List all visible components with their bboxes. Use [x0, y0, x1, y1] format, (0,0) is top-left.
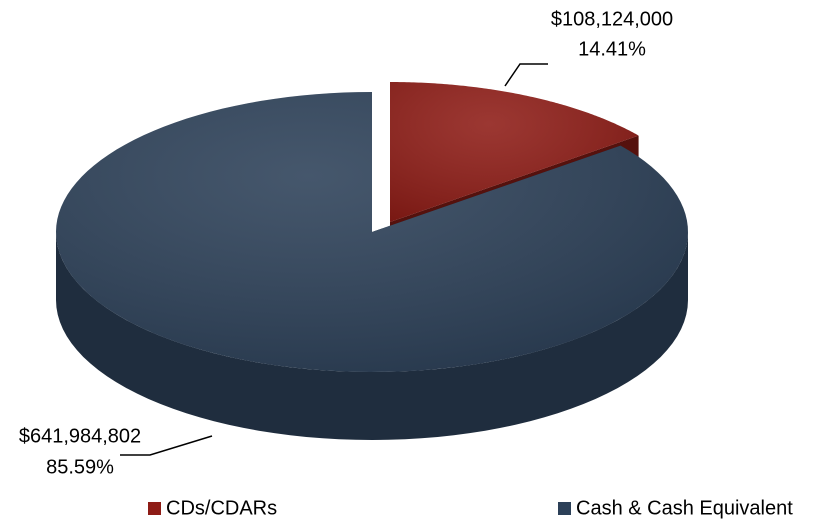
slice-gloss [56, 92, 688, 372]
leader-line [504, 63, 548, 87]
slice-wall [56, 232, 688, 440]
percent-label: 85.59% [46, 456, 114, 478]
leader-line [120, 435, 213, 456]
percent-label: 14.41% [578, 38, 646, 60]
legend-label: Cash & Cash Equivalent [576, 497, 793, 519]
legend-swatch [148, 502, 161, 515]
legend-label: CDs/CDARs [166, 497, 277, 519]
legend-swatch [558, 502, 571, 515]
amount-label: $108,124,000 [551, 8, 673, 30]
amount-label: $641,984,802 [19, 425, 141, 447]
slice-gloss [390, 82, 639, 222]
